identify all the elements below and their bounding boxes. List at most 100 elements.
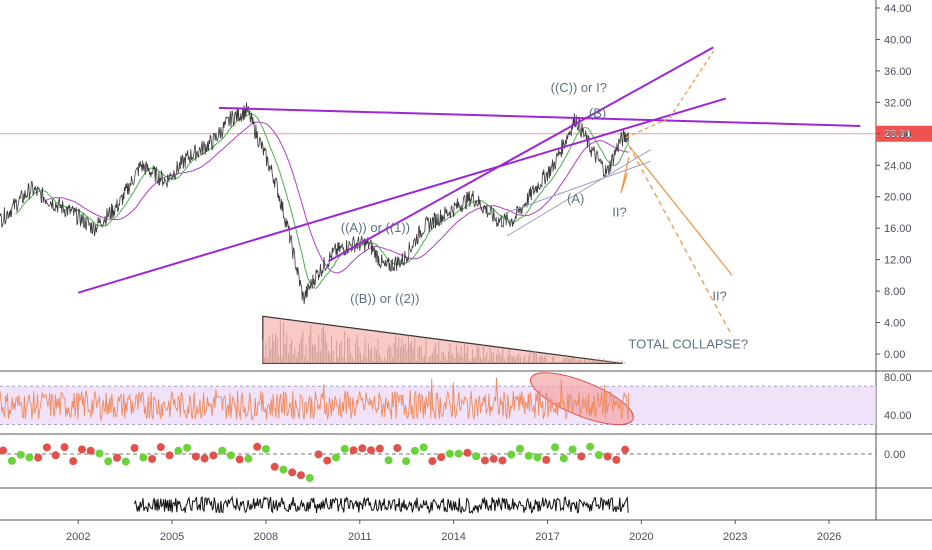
dot-up [524, 451, 533, 460]
dot-down [165, 451, 174, 460]
annotation-label: (A) [567, 191, 584, 206]
annotation-label: II? [612, 204, 626, 219]
y-tick-label: 8.00 [884, 286, 905, 298]
dots-panel: 0.00 [0, 442, 905, 482]
dot-down [209, 451, 218, 460]
dot-down [367, 446, 376, 455]
dot-down [349, 446, 358, 455]
y-tick-label: 32.00 [884, 97, 912, 109]
dot-down [0, 446, 8, 455]
dot-down [69, 457, 78, 466]
dot-down [375, 444, 384, 453]
dot-up [410, 446, 419, 455]
channel-line [506, 160, 651, 213]
annotations: ((A)) or ((1)) ((B)) or ((2)) ((C)) or I? (… [341, 80, 748, 351]
dot-down [156, 443, 165, 452]
y-tick-label: 24.00 [884, 160, 912, 172]
dot-up [104, 457, 113, 466]
dot-down [253, 442, 262, 451]
dot-down [358, 444, 367, 453]
dot-up [174, 446, 183, 455]
oscillator-line [134, 495, 629, 515]
y-tick-label: 12.00 [884, 255, 912, 267]
dot-up [454, 449, 463, 458]
dot-down [86, 446, 95, 455]
y-tick-label: 0.00 [884, 349, 905, 361]
dot-down [200, 454, 209, 463]
volume-panel [262, 315, 629, 365]
y-tick-label: 36.00 [884, 66, 912, 78]
dot-down [542, 455, 551, 464]
rsi-panel: 80.00 40.00 [0, 372, 912, 426]
dot-up [586, 442, 595, 451]
annotation-label: ((C)) or I? [551, 80, 607, 95]
dots-y-label: 0.00 [884, 449, 905, 461]
dot-up [340, 444, 349, 453]
dot-down [393, 444, 402, 453]
dot-up [218, 446, 227, 455]
x-tick-label: 2002 [66, 531, 90, 543]
x-tick-label: 2008 [254, 531, 278, 543]
dot-down [296, 471, 305, 480]
dot-up [533, 453, 542, 462]
annotation-label: ((A)) or ((1)) [341, 220, 410, 235]
dot-up [16, 450, 25, 459]
y-tick-label: 40.00 [884, 34, 912, 46]
trendline [77, 97, 727, 294]
dot-down [191, 452, 200, 461]
dot-down [323, 456, 332, 465]
dot-up [244, 454, 253, 463]
dot-down [42, 443, 51, 452]
price-line [0, 102, 630, 305]
dot-down [77, 445, 86, 454]
annotation-label: II? [712, 289, 726, 304]
dot-down [130, 444, 139, 453]
dot-up [95, 449, 104, 458]
dot-down [428, 457, 437, 466]
dot-down [288, 468, 297, 477]
dot-up [472, 452, 481, 461]
dot-up [139, 453, 148, 462]
rsi-y-label: 80.00 [884, 372, 912, 384]
dot-down [480, 456, 489, 465]
x-tick-label: 2023 [723, 531, 747, 543]
trendline [218, 106, 861, 127]
annotation-label: ((B)) or ((2)) [350, 291, 419, 306]
grid [0, 0, 932, 521]
projection-up [625, 117, 670, 139]
y-tick-label: 44.00 [884, 3, 912, 15]
x-tick-label: 2026 [817, 531, 841, 543]
x-tick-label: 2020 [629, 531, 653, 543]
dot-up [279, 465, 288, 474]
ma-fast-line [15, 112, 630, 289]
dot-up [384, 456, 393, 465]
dot-down [498, 456, 507, 465]
dot-up [515, 444, 524, 453]
dot-up [594, 450, 603, 459]
dot-up [226, 451, 235, 460]
y-axis[interactable]: 44.00 40.00 36.00 32.00 28.00 24.00 20.00 16.00… [876, 3, 912, 361]
dot-down [621, 445, 630, 454]
x-axis[interactable]: 2002 2005 2008 2011 2014 2017 2020 2023 2026 [66, 520, 841, 543]
dot-up [121, 457, 130, 466]
dot-up [445, 449, 454, 458]
dot-up [7, 456, 16, 465]
projection-down [628, 145, 733, 276]
dot-up [507, 450, 516, 459]
dot-up [568, 445, 577, 454]
trendline [328, 46, 714, 263]
dot-up [419, 443, 428, 452]
projection-small [620, 157, 630, 193]
dot-up [305, 474, 314, 482]
dot-down [463, 448, 472, 457]
y-tick-label: 20.00 [884, 192, 912, 204]
dot-down [235, 455, 244, 464]
last-price-label: 28.01 [884, 129, 912, 141]
dot-down [148, 454, 157, 463]
annotation-label: TOTAL COLLAPSE? [628, 336, 748, 351]
oscillator-panel [134, 495, 629, 515]
x-tick-label: 2011 [348, 531, 372, 543]
rsi-line [0, 377, 630, 422]
dot-up [183, 443, 192, 452]
